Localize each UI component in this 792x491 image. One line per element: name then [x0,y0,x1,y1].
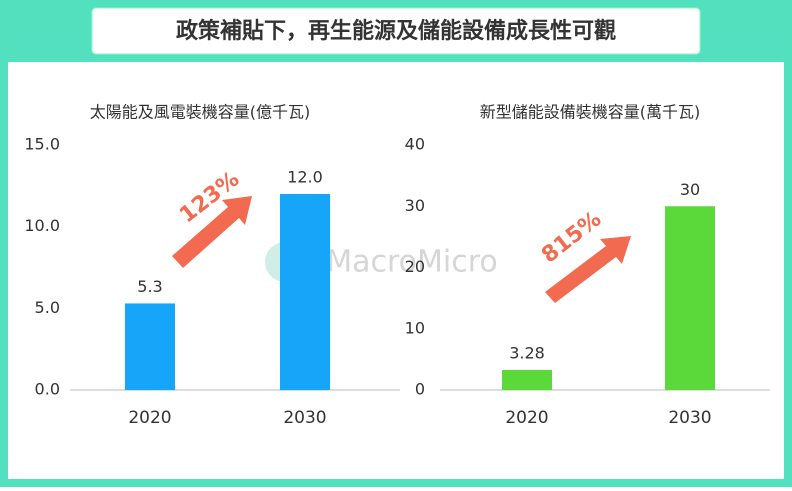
x-tick-label: 2020 [128,408,171,428]
bar [280,194,330,390]
x-tick-label: 2030 [283,408,326,428]
x-tick-label: 2020 [505,408,548,428]
x-tick-label: 2030 [668,408,711,428]
y-tick-label: 10 [405,318,425,337]
chart-title: 新型儲能設備裝機容量(萬千瓦) [480,103,701,122]
value-label: 5.3 [137,277,162,296]
y-tick-label: 15.0 [24,135,60,154]
page-title: 政策補貼下，再生能源及儲能設備成長性可觀 [176,18,616,44]
arrow [172,196,252,268]
y-tick-label: 0 [415,380,425,399]
arrow [545,236,631,303]
y-tick-label: 20 [405,257,425,276]
y-tick-label: 5.0 [35,298,60,317]
bar [125,303,175,390]
value-label: 12.0 [287,168,323,187]
y-tick-label: 0.0 [35,380,60,399]
bar [502,369,552,390]
watermark: MacroMicro [326,245,498,280]
bar [665,206,715,390]
title-box [91,7,701,55]
chart-title: 太陽能及風電裝機容量(億千瓦) [90,103,311,122]
y-tick-label: 40 [405,135,425,154]
value-label: 30 [680,180,700,199]
panel [8,62,784,479]
y-tick-label: 30 [405,196,425,215]
value-label: 3.28 [509,343,545,362]
y-tick-label: 10.0 [24,216,60,235]
